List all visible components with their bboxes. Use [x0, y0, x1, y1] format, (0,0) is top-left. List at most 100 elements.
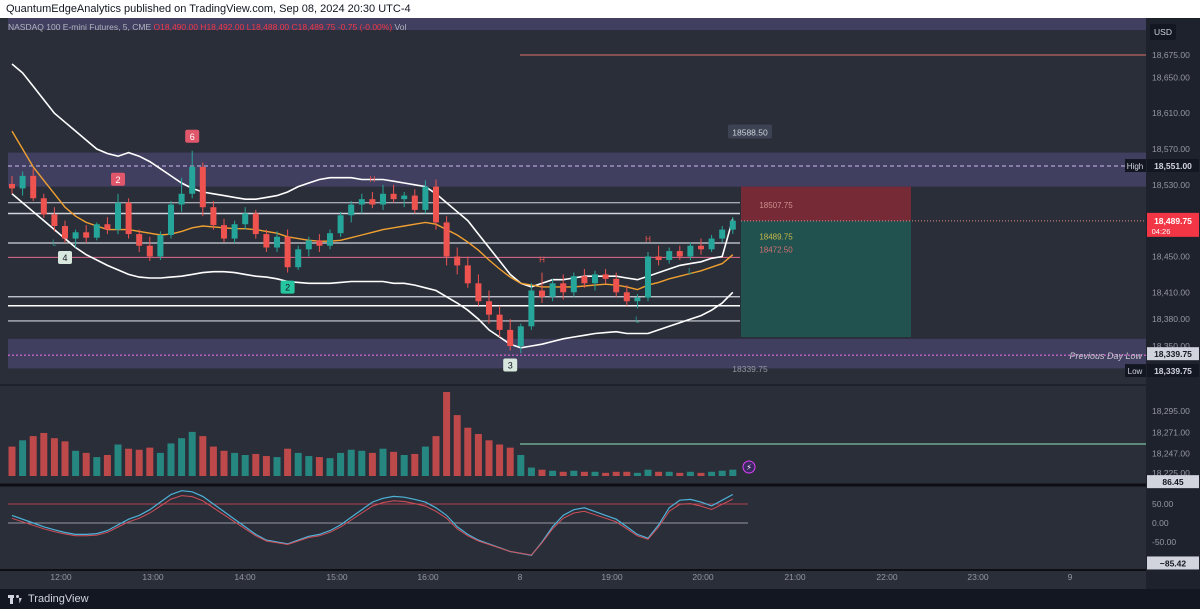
bear-signal-label: 6	[190, 132, 195, 142]
volume-bar	[326, 458, 334, 476]
time-axis-tick: 22:00	[876, 572, 898, 582]
prev-day-low-tag-value: 18,339.75	[1154, 349, 1192, 359]
candle-body	[729, 220, 736, 230]
candle-body	[634, 297, 641, 302]
volume-bar	[708, 471, 716, 476]
price-chart[interactable]: 6 2 4 2 3 H H H L L L 18588.50 18339.75 18507.75 1848…	[0, 18, 1200, 589]
high-tag-value-bg	[1147, 159, 1199, 173]
candle-body	[464, 265, 471, 284]
candle-body	[645, 256, 651, 298]
candle-body	[507, 329, 514, 346]
candle-body	[327, 233, 333, 246]
countdown-value: 04:26	[1152, 227, 1171, 236]
candle-body	[263, 234, 270, 248]
candle-body	[708, 238, 715, 250]
candle-body	[104, 224, 111, 230]
low-tag-value: 18,339.75	[1154, 366, 1192, 376]
publisher-text: QuantumEdgeAnalytics published on Tradin…	[6, 3, 411, 15]
candle-body	[199, 166, 206, 208]
ohlc-values: O18,490.00 H18,492.00 L18,488.00 C18,489…	[153, 22, 393, 32]
volume-bar	[72, 450, 80, 476]
candle-body	[539, 290, 545, 297]
price-axis-background	[1146, 18, 1200, 589]
volume-bar	[612, 471, 620, 476]
time-axis-tick: 23:00	[967, 572, 989, 582]
volume-bar	[602, 472, 610, 476]
volume-bar	[93, 457, 101, 476]
volume-bar	[252, 453, 260, 476]
candle-body	[528, 290, 535, 327]
oscillator-signal-line	[11, 495, 734, 556]
price-axis-tick: 18,271.00	[1152, 427, 1190, 437]
time-axis-tick: 8	[518, 572, 523, 582]
candle-body	[305, 240, 312, 250]
volume-bar	[591, 471, 599, 476]
volume-bar	[411, 453, 419, 476]
volume-bar	[284, 448, 292, 476]
bear-signal-label: 2	[115, 175, 120, 185]
price-axis-tick: 18,225.00	[1152, 468, 1190, 478]
price-axis-tick: 18,295.00	[1152, 406, 1190, 416]
volume-bar	[368, 452, 376, 476]
volume-bar	[50, 438, 58, 476]
volume-bar	[347, 449, 355, 476]
candle-body	[358, 199, 365, 205]
lightning-glyph: ⚡	[746, 463, 752, 472]
lower-band-line	[11, 193, 734, 349]
volume-bar	[82, 452, 90, 476]
price-axis-tick: 18,450.00	[1152, 251, 1190, 261]
time-axis-tick: 19:00	[601, 572, 623, 582]
currency-box	[1150, 24, 1176, 40]
volume-bar	[19, 440, 27, 476]
high-tag-value: 18,551.00	[1154, 161, 1192, 171]
high-tag-label: High	[1127, 162, 1143, 171]
volume-bar	[294, 452, 302, 476]
candle-body	[570, 276, 577, 293]
price-axis-tick: 18,610.00	[1152, 108, 1190, 118]
candle-body	[72, 232, 79, 239]
volume-bar	[241, 455, 249, 476]
volume-bar	[665, 471, 673, 476]
low-tag-label: Low	[1128, 367, 1143, 376]
session-high-value: 18588.50	[732, 127, 768, 137]
price-axis-tick: 18,650.00	[1152, 72, 1190, 82]
oscillator-axis-tick: 0.00	[1152, 518, 1169, 528]
volume-bar	[580, 471, 588, 476]
symbol-name: NASDAQ 100 E-mini Futures, 5, CME	[8, 22, 152, 32]
candle-body	[178, 193, 185, 205]
candle-body	[443, 222, 450, 257]
candle-body	[242, 213, 249, 225]
candle-body	[433, 186, 439, 223]
swing-high-label: H	[539, 256, 545, 265]
candle-body	[475, 283, 482, 302]
lightning-icon	[742, 460, 756, 474]
volume-bar	[8, 446, 16, 476]
candle-body	[411, 195, 418, 210]
candle-body	[157, 234, 164, 257]
volume-bar	[718, 470, 726, 476]
swing-low-label: L	[52, 238, 57, 247]
candle-body	[676, 251, 683, 257]
volume-bar	[517, 455, 525, 476]
volume-bar	[527, 467, 535, 476]
low-tag-label-bg	[1125, 364, 1146, 378]
price-axis-tick: 18,675.00	[1152, 50, 1190, 60]
candle-body	[380, 193, 386, 205]
candle-body	[93, 224, 100, 238]
volume-bar	[61, 441, 69, 476]
candle-body	[698, 245, 704, 250]
volume-bar	[633, 472, 641, 476]
upper-band-line	[11, 63, 734, 288]
tradingview-label: TradingView	[28, 593, 89, 605]
discount-zone	[8, 338, 1146, 369]
volume-bar	[400, 455, 408, 476]
candle-body	[115, 202, 121, 230]
tradingview-brand[interactable]: TradingView	[8, 589, 89, 609]
swing-high-label: H	[370, 175, 376, 184]
bull-signal-label: 2	[285, 283, 290, 293]
volume-bar	[729, 469, 737, 476]
osc-low-tag-value-bg	[1147, 556, 1199, 570]
volume-bar	[188, 431, 196, 476]
candle-body	[666, 251, 673, 261]
candle-body	[422, 186, 429, 210]
